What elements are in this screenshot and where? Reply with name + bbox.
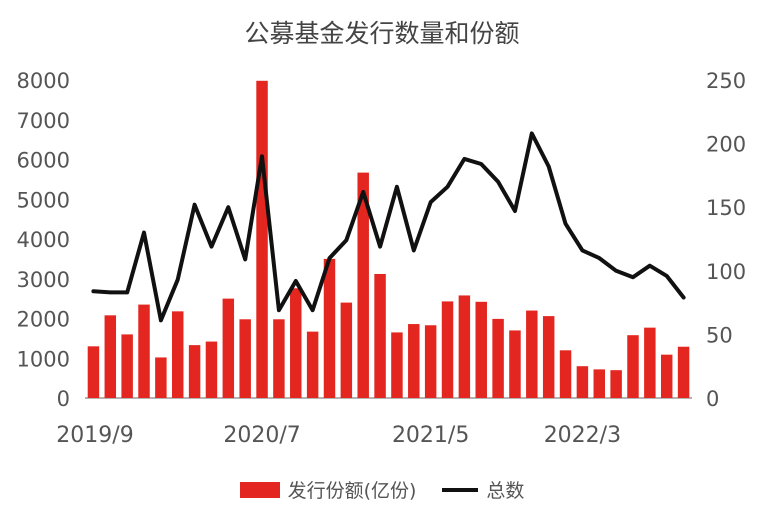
- bar-2019/11: [121, 334, 133, 398]
- x-tick-label: 2022/3: [544, 423, 621, 448]
- right-tick-label: 100: [706, 260, 746, 284]
- legend-bar-swatch: [239, 481, 280, 498]
- bar-2020/8: [273, 319, 285, 398]
- right-tick-label: 200: [706, 133, 746, 157]
- bar-2022/8: [677, 346, 690, 398]
- bar-2020/6: [239, 319, 251, 398]
- left-tick-label: 3000: [17, 268, 70, 292]
- right-tick-label: 50: [706, 323, 733, 347]
- legend-line-swatch: [442, 487, 479, 492]
- bar-2022/1: [559, 350, 572, 398]
- left-tick-label: 5000: [17, 188, 70, 212]
- tick-labels: 0 1000 2000 3000 4000 5000 6000 7000 8000 0 50 100 1…: [17, 69, 747, 448]
- left-tick-label: 2000: [17, 308, 70, 332]
- bar-2021/7: [458, 295, 471, 398]
- bar-2020/11: [323, 258, 336, 398]
- x-tick-label: 2021/5: [392, 423, 469, 448]
- bar-2019/9: [87, 346, 100, 398]
- legend: 发行份额(亿份) 总数: [0, 476, 764, 503]
- bar-2022/3: [593, 369, 605, 398]
- bar-2020/12: [340, 302, 353, 398]
- bar-2021/8: [475, 301, 487, 398]
- bar-2020/5: [222, 298, 235, 398]
- x-tick-label: 2019/9: [56, 423, 133, 448]
- bar-2020/10: [306, 331, 319, 398]
- bar-2021/3: [391, 332, 403, 398]
- legend-label-bar: 发行份额(亿份): [287, 480, 417, 502]
- left-tick-label: 0: [57, 387, 70, 411]
- bar-2021/6: [441, 301, 454, 398]
- line-series: [91, 131, 686, 323]
- bar-2022/6: [644, 327, 656, 398]
- bar-2020/4: [205, 341, 218, 398]
- right-tick-label: 0: [706, 387, 719, 411]
- left-tick-label: 8000: [17, 69, 70, 93]
- bar-2022/7: [660, 354, 673, 398]
- bar-2021/11: [526, 310, 538, 398]
- bar-2022/4: [610, 370, 622, 398]
- left-tick-label: 1000: [17, 347, 70, 371]
- left-tick-label: 4000: [17, 228, 70, 252]
- left-tick-label: 7000: [17, 109, 70, 133]
- bar-2022/2: [576, 366, 589, 398]
- bar-2019/10: [104, 315, 117, 398]
- bar-2021/10: [509, 330, 521, 398]
- total-count-line: [91, 131, 686, 323]
- bar-2021/5: [424, 325, 437, 398]
- bar-2021/2: [374, 273, 386, 398]
- bar-2020/7: [256, 80, 268, 399]
- bar-2020/2: [172, 311, 184, 398]
- bar-2021/9: [492, 318, 504, 398]
- bar-2021/1: [357, 172, 369, 398]
- bar-2020/3: [188, 345, 201, 398]
- bar-series: [87, 80, 690, 399]
- bar-2021/4: [408, 324, 420, 398]
- bar-2020/9: [290, 288, 302, 398]
- x-tick-label: 2020/7: [223, 423, 300, 448]
- left-tick-label: 6000: [17, 149, 70, 173]
- legend-label-line: 总数: [486, 480, 525, 502]
- bar-2022/5: [627, 335, 639, 398]
- right-tick-label: 250: [706, 69, 746, 93]
- chart-title: 公募基金发行数量和份额: [244, 19, 520, 48]
- bar-2020/1: [155, 357, 167, 398]
- right-tick-label: 150: [706, 196, 746, 220]
- bar-2019/12: [138, 304, 150, 398]
- bar-2021/12: [542, 316, 555, 398]
